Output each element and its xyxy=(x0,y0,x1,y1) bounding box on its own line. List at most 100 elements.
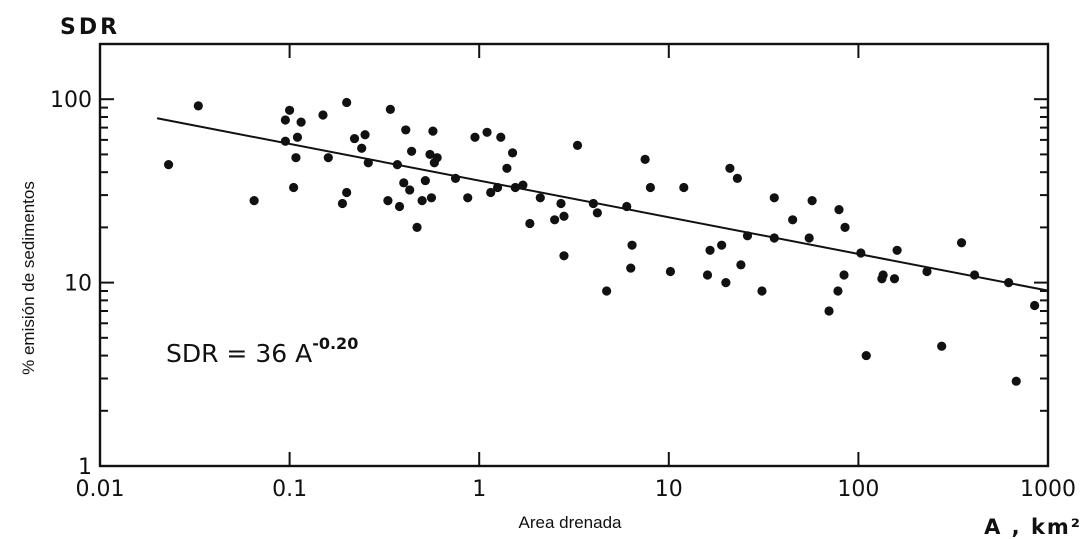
data-point xyxy=(406,146,417,156)
axis-ticks xyxy=(99,43,1049,467)
y-tick-label: 10 xyxy=(64,272,92,297)
data-point xyxy=(788,215,798,225)
data-point xyxy=(769,193,779,203)
data-point xyxy=(428,126,438,136)
x-tick-label: 1000 xyxy=(1020,477,1076,502)
data-point xyxy=(399,178,409,188)
data-point xyxy=(640,154,650,164)
data-point xyxy=(588,198,598,209)
y-tick-label: 100 xyxy=(50,88,92,113)
data-point xyxy=(833,286,843,296)
data-point xyxy=(360,130,370,140)
data-point xyxy=(956,238,967,248)
data-point xyxy=(363,158,373,168)
data-point xyxy=(861,350,871,361)
data-point xyxy=(679,182,689,193)
data-point xyxy=(292,132,303,142)
data-point xyxy=(626,263,636,273)
data-point xyxy=(804,233,814,243)
data-point xyxy=(592,208,602,218)
data-point xyxy=(834,205,844,215)
data-point xyxy=(463,193,473,203)
data-point xyxy=(482,127,492,137)
data-point xyxy=(296,117,306,127)
data-point xyxy=(645,182,656,193)
data-points xyxy=(163,97,1040,386)
data-point xyxy=(742,231,753,241)
data-point xyxy=(705,245,715,255)
data-point xyxy=(405,185,415,195)
data-point xyxy=(417,195,427,206)
data-point xyxy=(757,286,767,296)
y-tick-labels: 1 10 100 xyxy=(50,88,92,480)
data-point xyxy=(193,101,203,111)
data-point xyxy=(559,251,569,261)
data-point xyxy=(922,266,932,277)
data-point xyxy=(572,140,583,150)
data-point xyxy=(559,211,569,221)
data-point xyxy=(349,133,360,144)
data-point xyxy=(337,198,348,209)
x-axis-title: Area drenada xyxy=(518,513,622,532)
data-point xyxy=(425,149,435,160)
x-axis-unit-label: A , km² xyxy=(984,515,1082,539)
data-point xyxy=(889,274,900,284)
data-point xyxy=(470,132,480,142)
data-point xyxy=(392,159,402,170)
x-tick-label: 0.01 xyxy=(76,477,125,502)
data-point xyxy=(507,148,518,158)
data-point xyxy=(342,187,352,198)
data-point xyxy=(280,115,290,125)
data-point xyxy=(163,159,174,170)
data-point xyxy=(1004,278,1014,288)
data-point xyxy=(535,193,545,203)
data-point xyxy=(665,266,676,277)
data-point xyxy=(496,132,506,142)
data-point xyxy=(717,240,727,250)
data-point xyxy=(420,175,430,186)
data-point xyxy=(291,153,301,163)
data-point xyxy=(492,182,503,193)
data-point xyxy=(318,110,328,120)
data-point xyxy=(342,97,352,108)
data-point xyxy=(840,222,850,232)
data-point xyxy=(412,222,422,232)
data-point xyxy=(432,153,442,163)
fit-equation-base: SDR = 36 A xyxy=(166,339,312,368)
data-point xyxy=(450,173,461,183)
data-point xyxy=(702,270,713,280)
data-point xyxy=(550,215,560,225)
x-tick-label: 0.1 xyxy=(272,477,307,502)
x-tick-labels: 0.01 0.1 1 10 100 1000 xyxy=(76,477,1076,502)
data-point xyxy=(769,233,779,243)
y-axis-title: % emisión de sedimentos xyxy=(19,181,38,375)
x-tick-label: 10 xyxy=(655,477,683,502)
data-point xyxy=(518,180,528,190)
data-point xyxy=(1011,376,1021,386)
data-point xyxy=(385,104,395,114)
y-axis-top-label: SDR xyxy=(60,15,120,40)
data-point xyxy=(1030,300,1040,311)
data-point xyxy=(401,125,411,135)
x-tick-label: 100 xyxy=(837,477,879,502)
data-point xyxy=(280,136,290,146)
data-point xyxy=(323,153,333,163)
data-point xyxy=(725,163,735,173)
data-point xyxy=(357,143,367,153)
regression-line xyxy=(156,117,1049,292)
data-point xyxy=(937,341,947,351)
fit-equation: SDR = 36 A-0.20 xyxy=(166,334,358,368)
data-point xyxy=(721,278,731,288)
plot-frame xyxy=(98,42,1050,468)
data-point xyxy=(556,198,566,209)
data-point xyxy=(627,240,637,250)
x-tick-label: 1 xyxy=(472,477,486,502)
data-point xyxy=(839,270,849,280)
data-point xyxy=(289,182,299,193)
data-point xyxy=(622,201,632,212)
data-point xyxy=(602,286,612,296)
plot-border xyxy=(98,42,1050,468)
data-point xyxy=(892,245,902,255)
data-point xyxy=(394,201,405,212)
